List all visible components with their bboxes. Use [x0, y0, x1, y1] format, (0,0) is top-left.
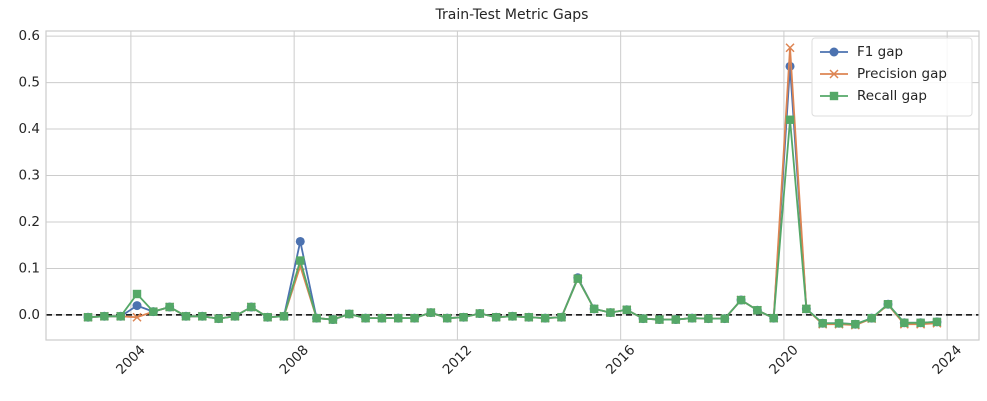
marker [753, 306, 762, 315]
marker [475, 309, 485, 318]
legend-label: F1 gap [857, 44, 903, 60]
marker [295, 236, 305, 246]
marker [769, 313, 778, 323]
marker [638, 314, 648, 323]
marker [410, 313, 419, 323]
marker [818, 319, 827, 328]
marker [589, 304, 599, 314]
marker [524, 313, 534, 322]
y-tick-label: 0.6 [19, 28, 40, 44]
marker [540, 313, 550, 323]
marker [829, 69, 839, 79]
marker [932, 317, 942, 327]
marker [459, 313, 468, 322]
marker [704, 314, 713, 323]
legend-box [811, 37, 973, 117]
marker [785, 115, 795, 124]
marker [900, 318, 909, 328]
chart-title: Train-Test Metric Gaps [435, 7, 589, 23]
y-tick-label: 0.1 [19, 260, 40, 276]
marker [785, 61, 795, 71]
marker [132, 289, 142, 299]
marker [557, 313, 566, 322]
marker [785, 43, 795, 53]
marker [426, 308, 436, 317]
marker [247, 302, 256, 312]
marker [736, 295, 746, 305]
marker [361, 313, 370, 323]
y-tick-label: 0.5 [19, 75, 40, 91]
marker [622, 305, 631, 314]
marker [132, 301, 142, 311]
marker [394, 313, 403, 323]
legend-label: Recall gap [857, 88, 927, 104]
y-tick-label: 0.4 [19, 121, 40, 137]
marker [149, 307, 158, 316]
marker [829, 91, 839, 101]
marker [606, 308, 615, 317]
y-tick-label: 0.2 [19, 214, 40, 230]
marker [132, 312, 142, 322]
marker [834, 319, 844, 328]
marker [867, 313, 876, 323]
marker [573, 274, 583, 283]
marker [687, 313, 697, 323]
marker [829, 47, 839, 57]
marker [345, 309, 354, 319]
y-tick-label: 0.3 [19, 168, 40, 184]
legend-label: Precision gap [857, 66, 947, 82]
marker [916, 318, 925, 328]
marker [851, 320, 860, 329]
marker [198, 312, 207, 321]
marker [165, 302, 174, 312]
marker [491, 313, 501, 322]
marker [802, 304, 811, 314]
marker [263, 313, 272, 322]
marker [116, 312, 125, 321]
plot-area [46, 43, 979, 330]
marker [442, 313, 452, 323]
marker [508, 312, 517, 321]
marker [883, 300, 893, 309]
marker [181, 312, 191, 321]
marker [671, 315, 680, 324]
marker [83, 313, 93, 322]
y-tick-label: 0.0 [19, 307, 40, 323]
marker [312, 313, 321, 323]
axes-frame [45, 30, 980, 341]
marker [720, 314, 729, 323]
legend: F1 gap Precision gap Recall gap [811, 37, 973, 117]
marker [328, 315, 338, 324]
marker [230, 312, 240, 321]
marker [100, 312, 109, 321]
marker [377, 313, 387, 323]
marker [296, 256, 305, 265]
marker [279, 312, 289, 321]
marker [655, 315, 664, 324]
marker [214, 314, 223, 323]
